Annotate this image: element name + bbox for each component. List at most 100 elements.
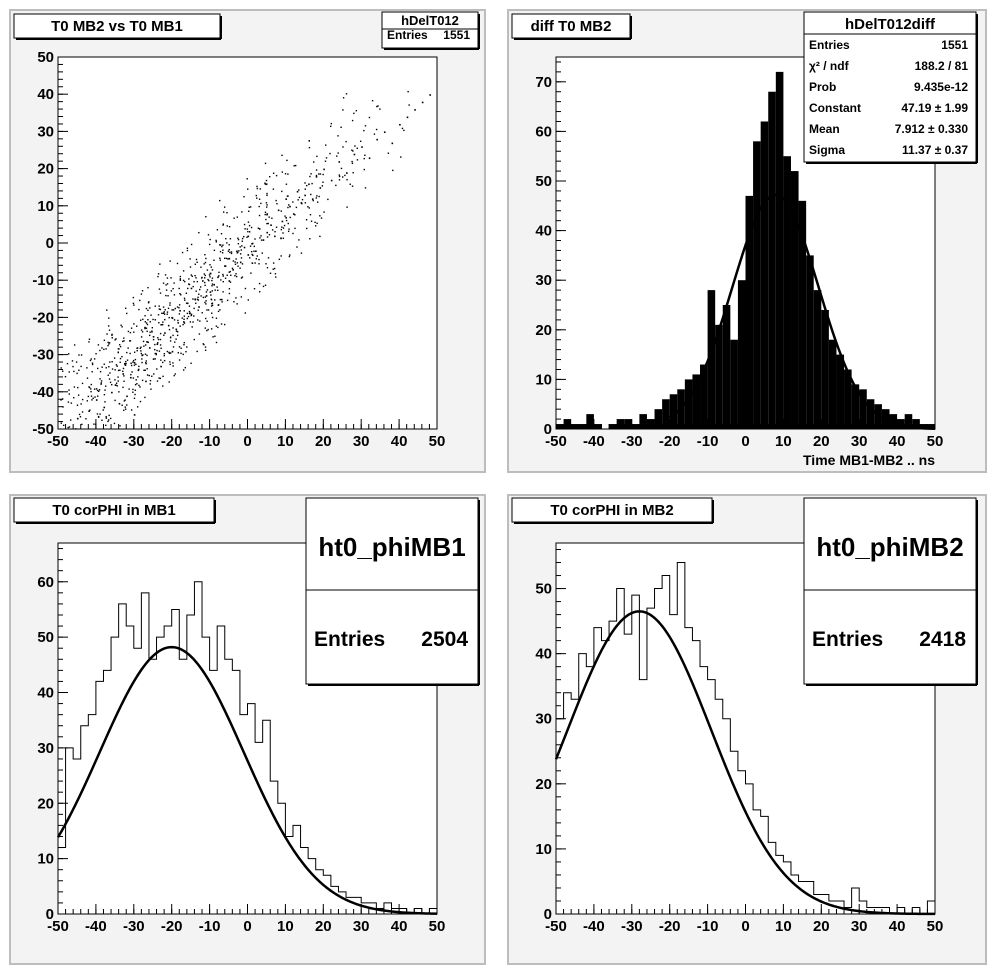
- scatter-point: [165, 294, 167, 297]
- scatter-point: [168, 328, 171, 331]
- scatter-point: [67, 426, 69, 429]
- scatter-point: [356, 159, 359, 161]
- histogram-outline: [57, 581, 438, 915]
- scatter-point: [229, 270, 231, 273]
- scatter-point: [215, 317, 218, 319]
- scatter-point: [217, 310, 220, 313]
- scatter-point: [105, 415, 107, 418]
- scatter-point: [158, 322, 160, 324]
- scatter-point: [228, 280, 231, 282]
- x-tick-label: 50: [927, 918, 944, 935]
- scatter-point: [250, 226, 253, 229]
- scatter-point: [285, 183, 288, 185]
- scatter-point: [190, 362, 192, 365]
- scatter-point: [342, 109, 344, 111]
- scatter-point: [267, 222, 269, 225]
- scatter-point: [88, 341, 90, 343]
- scatter-point: [211, 290, 214, 292]
- stats-value: 11.37 ± 0.37: [902, 143, 968, 157]
- scatter-point: [139, 347, 141, 350]
- scatter-point: [101, 347, 103, 349]
- scatter-point: [222, 224, 224, 226]
- scatter-point: [330, 122, 333, 125]
- scatter-point: [287, 222, 289, 225]
- scatter-point: [181, 251, 184, 254]
- scatter-point: [315, 169, 318, 171]
- scatter-point: [234, 263, 237, 265]
- scatter-point: [204, 346, 207, 348]
- y-tick-label: 10: [37, 851, 54, 868]
- stats-name: ht0_phiMB2: [816, 532, 963, 562]
- scatter-point: [310, 193, 312, 196]
- scatter-point: [240, 296, 243, 298]
- histogram-bar: [775, 71, 784, 429]
- scatter-point: [136, 406, 139, 408]
- scatter-point: [252, 242, 254, 245]
- stats-label: Entries: [809, 38, 850, 52]
- scatter-point: [136, 383, 138, 385]
- x-tick-label: -30: [123, 433, 145, 450]
- scatter-point: [208, 243, 211, 246]
- scatter-point: [170, 290, 173, 292]
- scatter-point: [76, 417, 79, 420]
- scatter-point: [254, 262, 256, 264]
- scatter-point: [80, 354, 83, 356]
- scatter-point: [266, 194, 268, 197]
- scatter-point: [255, 250, 257, 253]
- histogram-bar: [624, 419, 632, 429]
- scatter-point: [258, 263, 260, 265]
- scatter-point: [158, 377, 160, 379]
- pad-1: -50 -40 -30 -20 -10 0 10 20 30 40 50 -50 -40 -30 -20 -1…: [9, 9, 486, 473]
- scatter-point: [176, 262, 179, 265]
- scatter-point: [177, 322, 179, 324]
- scatter-point: [209, 276, 211, 278]
- scatter-point: [338, 174, 341, 176]
- scatter-point: [159, 308, 162, 311]
- scatter-point: [220, 233, 223, 235]
- scatter-point: [143, 369, 145, 372]
- scatter-point: [250, 272, 252, 274]
- scatter-point: [342, 146, 344, 148]
- scatter-point: [309, 213, 312, 216]
- scatter-point: [192, 298, 194, 300]
- scatter-point: [102, 409, 104, 411]
- scatter-point: [182, 323, 184, 326]
- scatter-point: [338, 161, 341, 163]
- scatter-point: [142, 354, 144, 356]
- gaussian-fit-curve: [554, 610, 936, 916]
- scatter-point: [256, 185, 258, 188]
- scatter-point: [204, 349, 207, 351]
- scatter-point: [210, 294, 212, 296]
- scatter-point: [86, 377, 89, 379]
- scatter-point: [145, 360, 147, 362]
- scatter-point: [319, 187, 322, 189]
- scatter-point: [146, 341, 149, 343]
- histogram-bar: [563, 419, 572, 429]
- scatter-point: [140, 336, 143, 338]
- scatter-point: [258, 258, 260, 261]
- scatter-point: [173, 374, 175, 377]
- x-axis-title: Time MB1-MB2 .. ns: [803, 452, 935, 468]
- scatter-point: [236, 303, 238, 305]
- stats-box: [803, 11, 977, 163]
- y-tick-label: 20: [535, 322, 552, 339]
- scatter-point: [196, 280, 199, 283]
- scatter-point: [222, 211, 225, 213]
- scatter-point: [221, 252, 224, 254]
- scatter-point: [173, 282, 175, 284]
- scatter-point: [113, 357, 116, 359]
- scatter-point: [247, 299, 250, 301]
- scatter-point: [61, 398, 64, 400]
- scatter-point: [239, 267, 241, 269]
- scatter-point: [246, 228, 249, 230]
- scatter-point: [172, 327, 174, 329]
- scatter-point: [285, 219, 288, 222]
- scatter-point: [109, 381, 112, 384]
- scatter-point: [156, 380, 159, 382]
- histogram-bar: [730, 339, 738, 429]
- scatter-point: [159, 263, 161, 265]
- scatter-point: [136, 349, 138, 352]
- scatter-point: [103, 363, 105, 365]
- scatter-point: [222, 291, 224, 293]
- scatter-point: [407, 90, 409, 93]
